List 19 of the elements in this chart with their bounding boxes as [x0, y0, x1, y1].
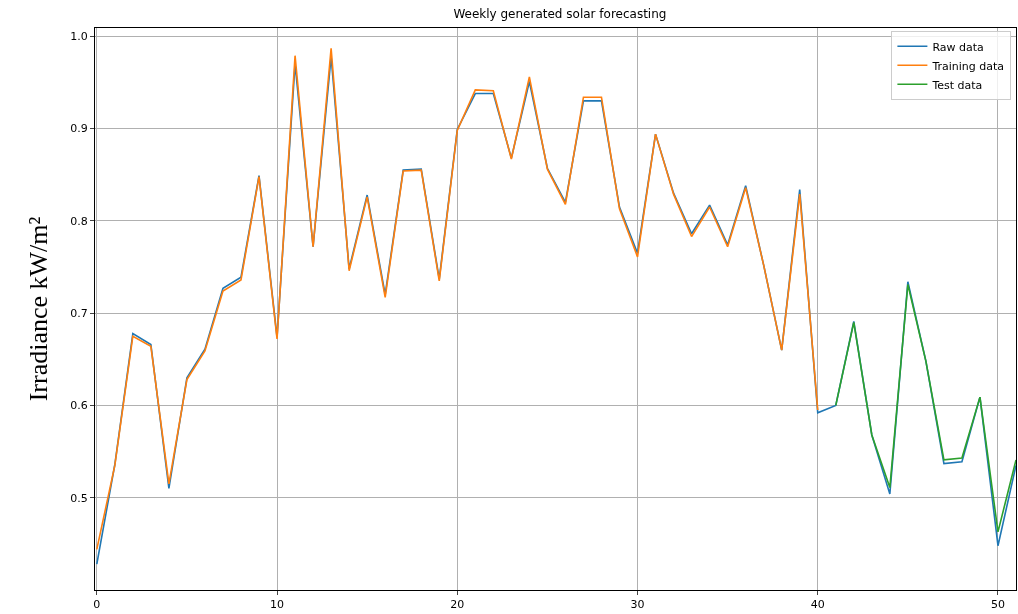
legend-label: Training data	[931, 59, 1005, 73]
x-tick-label: 50	[990, 598, 1005, 612]
y-tick-label: 0.8	[70, 214, 88, 228]
x-tick-label: 30	[630, 598, 645, 612]
line-series	[834, 283, 1016, 533]
chart-title: Weekly generated solar forecasting	[453, 6, 667, 21]
x-tick-label: 40	[810, 598, 825, 612]
line-series	[96, 47, 819, 551]
x-tick-label: 10	[270, 598, 285, 612]
legend-label: Raw data	[932, 40, 984, 54]
y-tick-label: 0.5	[70, 491, 88, 505]
legend-label: Test data	[931, 78, 983, 92]
x-tick-label: 0	[93, 598, 101, 612]
y-axis-title: Irradiance kW/m²	[23, 216, 53, 402]
y-tick-label: 0.6	[70, 399, 88, 413]
y-tick-label: 0.7	[70, 307, 88, 320]
y-tick-label: 0.9	[70, 122, 88, 136]
y-tick-label: 1.0	[70, 30, 88, 44]
x-tick-label: 20	[450, 598, 465, 612]
